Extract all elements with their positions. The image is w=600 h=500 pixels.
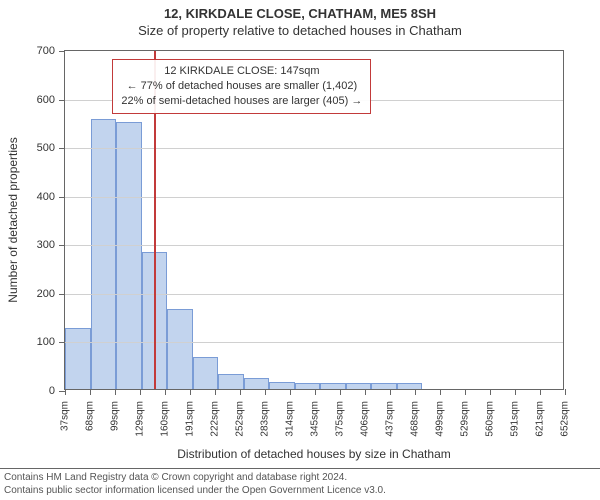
grid-line: [65, 148, 563, 149]
chart: Number of detached properties 12 KIRKDAL…: [64, 50, 584, 420]
y-tick: [59, 294, 65, 295]
y-tick: [59, 245, 65, 246]
x-tick: [165, 389, 166, 395]
x-tick: [490, 389, 491, 395]
grid-line: [65, 294, 563, 295]
x-tick-label: 437sqm: [385, 401, 396, 437]
y-tick-label: 0: [49, 385, 55, 397]
bar: [320, 383, 346, 389]
footer: Contains HM Land Registry data © Crown c…: [0, 468, 600, 500]
bar: [218, 374, 244, 389]
grid-line: [65, 342, 563, 343]
x-tick: [440, 389, 441, 395]
x-tick: [365, 389, 366, 395]
bar: [371, 383, 397, 389]
x-tick: [190, 389, 191, 395]
bar: [244, 378, 270, 389]
callout-line3: 22% of semi-detached houses are larger (…: [121, 94, 362, 109]
x-tick-label: 283sqm: [260, 401, 271, 437]
x-tick: [540, 389, 541, 395]
footer-line2: Contains public sector information licen…: [4, 484, 596, 497]
x-tick-label: 129sqm: [135, 401, 146, 437]
x-tick-label: 160sqm: [160, 401, 171, 437]
y-tick-label: 100: [37, 336, 55, 348]
bar: [346, 383, 372, 389]
y-axis-label: Number of detached properties: [6, 137, 20, 302]
bar: [167, 309, 193, 389]
bar: [397, 383, 423, 389]
x-tick: [290, 389, 291, 395]
x-tick: [315, 389, 316, 395]
x-tick: [565, 389, 566, 395]
y-tick: [59, 51, 65, 52]
x-tick: [240, 389, 241, 395]
y-tick-label: 200: [37, 288, 55, 300]
y-tick-label: 700: [37, 45, 55, 57]
x-tick-label: 68sqm: [85, 401, 96, 431]
x-tick-label: 591sqm: [510, 401, 521, 437]
bar: [193, 357, 219, 389]
y-tick: [59, 197, 65, 198]
x-tick-label: 499sqm: [435, 401, 446, 437]
bar: [116, 122, 142, 389]
x-tick: [465, 389, 466, 395]
x-tick-label: 99sqm: [110, 401, 121, 431]
page-title: 12, KIRKDALE CLOSE, CHATHAM, ME5 8SH: [0, 6, 600, 21]
footer-line1: Contains HM Land Registry data © Crown c…: [4, 471, 596, 484]
y-tick: [59, 342, 65, 343]
x-tick-label: 345sqm: [310, 401, 321, 437]
bar: [295, 383, 321, 389]
y-tick-label: 300: [37, 239, 55, 251]
x-tick: [140, 389, 141, 395]
page-subtitle: Size of property relative to detached ho…: [0, 23, 600, 38]
x-tick: [265, 389, 266, 395]
x-tick-label: 468sqm: [410, 401, 421, 437]
x-tick: [65, 389, 66, 395]
x-tick-label: 222sqm: [210, 401, 221, 437]
y-tick-label: 400: [37, 191, 55, 203]
x-tick: [390, 389, 391, 395]
x-tick-label: 406sqm: [360, 401, 371, 437]
x-tick-label: 252sqm: [235, 401, 246, 437]
grid-line: [65, 197, 563, 198]
callout-box: 12 KIRKDALE CLOSE: 147sqm ← 77% of detac…: [112, 59, 371, 114]
x-tick: [415, 389, 416, 395]
callout-line2: ← 77% of detached houses are smaller (1,…: [121, 79, 362, 94]
grid-line: [65, 245, 563, 246]
y-tick-label: 600: [37, 94, 55, 106]
y-tick-label: 500: [37, 142, 55, 154]
x-tick-label: 621sqm: [535, 401, 546, 437]
x-tick-label: 191sqm: [185, 401, 196, 437]
x-tick: [115, 389, 116, 395]
x-tick-label: 652sqm: [560, 401, 571, 437]
y-tick: [59, 100, 65, 101]
x-axis-label: Distribution of detached houses by size …: [177, 447, 451, 461]
x-tick: [515, 389, 516, 395]
bar: [269, 382, 295, 389]
bar: [91, 119, 117, 389]
callout-line1: 12 KIRKDALE CLOSE: 147sqm: [121, 64, 362, 79]
y-tick: [59, 148, 65, 149]
plot-area: Number of detached properties 12 KIRKDAL…: [64, 50, 564, 390]
bar: [65, 328, 91, 389]
x-tick-label: 37sqm: [60, 401, 71, 431]
x-tick: [340, 389, 341, 395]
x-tick: [215, 389, 216, 395]
x-tick-label: 375sqm: [335, 401, 346, 437]
x-tick: [90, 389, 91, 395]
x-tick-label: 529sqm: [460, 401, 471, 437]
x-tick-label: 560sqm: [485, 401, 496, 437]
x-tick-label: 314sqm: [285, 401, 296, 437]
